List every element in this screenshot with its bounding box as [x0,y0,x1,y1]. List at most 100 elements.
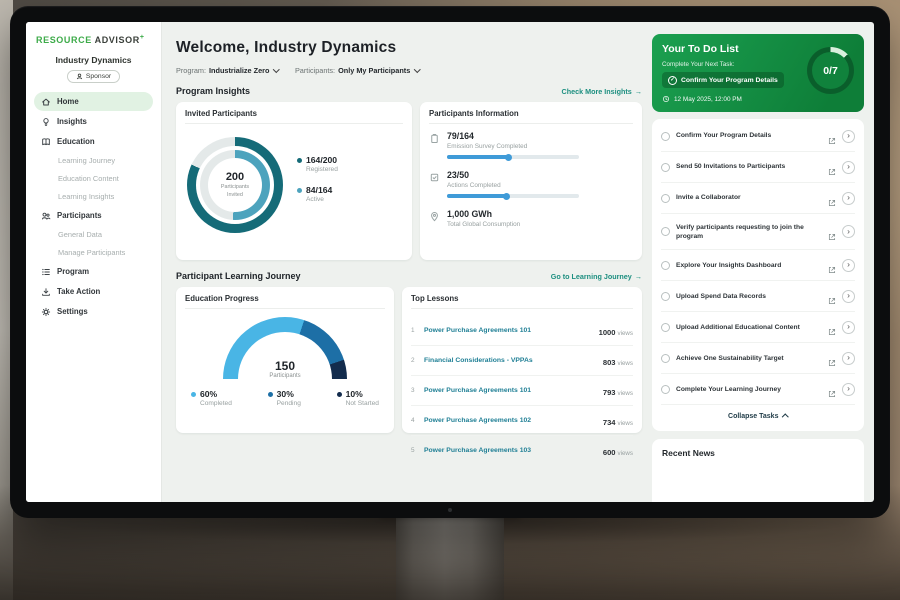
task-checkbox[interactable] [661,227,670,237]
download-action-icon [41,287,51,297]
sidebar-item-settings[interactable]: Settings [34,302,153,321]
participants-filter[interactable]: Participants: Only My Participants [295,66,421,75]
external-link-icon [828,323,836,336]
legend-completed: 60% Completed [191,389,232,407]
task-label: Upload Additional Educational Content [676,323,800,331]
task-row-verify-participants[interactable]: Verify participants requesting to join t… [661,214,855,251]
sidebar-item-participants[interactable]: Participants [34,206,153,225]
actions-completed-progress-bar [447,192,579,200]
person-badge-icon [76,73,83,80]
chevron-down-icon [273,66,280,73]
sidebar-item-take-action[interactable]: Take Action [34,282,153,301]
chevron-up-icon [782,414,789,421]
next-task-pill[interactable]: ✓ Confirm Your Program Details [662,72,784,88]
task-row-upload-educational-content[interactable]: Upload Additional Educational Content › [661,312,855,344]
lesson-link[interactable]: Power Purchase Agreements 102 [424,417,532,424]
task-row-upload-spend-data[interactable]: Upload Spend Data Records › [661,281,855,313]
todo-progress-value: 0/7 [823,64,838,77]
task-row-invite-collaborator[interactable]: Invite a Collaborator › [661,183,855,214]
stat-emission-survey: 79/164 Emission Survey Completed [429,131,633,161]
lesson-link[interactable]: Power Purchase Agreements 101 [424,387,532,394]
lesson-link[interactable]: Financial Considerations - VPPAs [424,357,533,364]
lesson-link[interactable]: Power Purchase Agreements 103 [424,447,532,454]
lesson-rank: 2 [411,357,415,364]
sidebar-item-label: Learning Journey [58,156,116,165]
task-row-achieve-sustainability-target[interactable]: Achieve One Sustainability Target › [661,343,855,375]
sidebar-item-learning-insights[interactable]: Learning Insights [34,188,153,205]
task-checkbox[interactable] [661,193,670,203]
donut-center-label: 200 Participants Invited [220,171,250,198]
task-checkbox[interactable] [661,322,670,332]
lesson-rank: 5 [411,447,415,454]
stat-global-consumption: 1,000 GWh Total Global Consumption [429,209,633,228]
chevron-right-icon[interactable]: › [842,351,855,365]
chevron-right-icon[interactable]: › [842,258,855,272]
task-checkbox[interactable] [661,291,670,301]
go-to-learning-journey-link[interactable]: Go to Learning Journey → [550,271,642,281]
section-title: Program Insights [176,86,251,96]
sidebar-item-label: Education [57,137,95,146]
task-checkbox[interactable] [661,131,670,141]
check-square-icon [429,172,440,183]
chevron-right-icon[interactable]: › [842,225,855,239]
external-link-icon [828,132,836,145]
chevron-right-icon[interactable]: › [842,382,855,396]
chevron-right-icon[interactable]: › [842,129,855,143]
task-checkbox[interactable] [661,353,670,363]
task-checkbox[interactable] [661,384,670,394]
sponsor-badge[interactable]: Sponsor [66,70,121,83]
lesson-row: 2 Financial Considerations - VPPAs 803 vi… [411,346,633,376]
clock-icon [662,95,670,103]
chevron-right-icon[interactable]: › [842,160,855,174]
program-filter[interactable]: Program: Industrialize Zero [176,66,280,75]
external-link-icon [828,354,836,367]
lesson-rank: 1 [411,327,415,334]
logo-primary: RESOURCE [36,35,92,45]
task-row-explore-insights[interactable]: Explore Your Insights Dashboard › [661,250,855,282]
sidebar-item-general-data[interactable]: General Data [34,226,153,243]
card-title: Participants Information [429,109,633,124]
book-icon [41,137,51,147]
sidebar-item-manage-participants[interactable]: Manage Participants [34,244,153,261]
invited-participants-card: Invited Participants 200 Participants In… [176,102,412,260]
screen: RESOURCE ADVISOR+ Industry Dynamics Spon… [26,22,874,502]
sidebar-item-label: Participants [57,211,102,220]
lesson-row: 5 Power Purchase Agreements 103 600 views [411,447,633,457]
sidebar-item-program[interactable]: Program [34,262,153,281]
legend-dot [267,391,273,397]
sidebar-item-label: Home [57,97,79,106]
chevron-right-icon[interactable]: › [842,289,855,303]
participants-information-card: Participants Information 79/164 Emission… [420,102,642,260]
task-checkbox[interactable] [661,260,670,270]
todo-progress-ring: 0/7 [807,47,854,94]
task-row-complete-learning-journey[interactable]: Complete Your Learning Journey › [661,374,855,406]
org-name: Industry Dynamics [55,55,132,65]
sidebar-item-home[interactable]: Home [34,92,153,111]
task-checkbox[interactable] [661,162,670,172]
sidebar-item-education-content[interactable]: Education Content [34,170,153,187]
lesson-link[interactable]: Power Purchase Agreements 101 [424,327,532,334]
task-row-confirm-program-details[interactable]: Confirm Your Program Details › [661,121,855,152]
check-more-insights-link[interactable]: Check More Insights → [561,86,642,96]
people-icon [41,211,51,221]
external-link-icon [828,385,836,398]
logo-secondary: ADVISOR [94,35,140,45]
gauge-center-label: 150 Participants [269,359,301,379]
external-link-icon [828,292,836,305]
app-logo: RESOURCE ADVISOR+ [34,34,153,45]
arrow-right-icon: → [634,86,642,96]
map-pin-icon [429,211,440,222]
gauge-arc [223,317,347,379]
sidebar-item-education[interactable]: Education [34,132,153,151]
top-lessons-card: Top Lessons 1 Power Purchase Agreements … [402,287,642,457]
collapse-tasks-button[interactable]: Collapse Tasks [661,405,855,429]
lesson-rank: 4 [411,417,415,424]
external-link-icon [828,163,836,176]
sidebar-item-insights[interactable]: Insights [34,112,153,131]
task-label: Verify participants requesting to join t… [676,223,804,240]
sidebar-item-learning-journey[interactable]: Learning Journey [34,152,153,169]
task-row-send-invitations[interactable]: Send 50 Invitations to Participants › [661,152,855,183]
chevron-right-icon[interactable]: › [842,191,855,205]
chevron-right-icon[interactable]: › [842,320,855,334]
gear-icon [41,307,51,317]
